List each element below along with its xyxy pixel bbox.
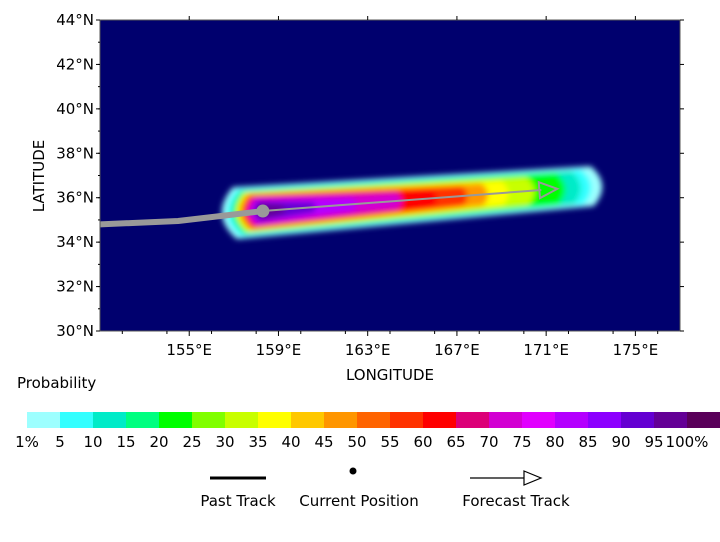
colorbar-label: 45 <box>314 433 333 451</box>
colorbar-label: 100% <box>666 433 709 451</box>
colorbar-label: 10 <box>83 433 102 451</box>
colorbar-label: 60 <box>413 433 432 451</box>
probability-swath <box>221 166 603 240</box>
colorbar-swatch <box>489 412 523 428</box>
lat-tick-label: 40°N <box>56 100 94 118</box>
colorbar-swatch <box>27 412 61 428</box>
colorbar-label: 25 <box>182 433 201 451</box>
colorbar-label: 35 <box>248 433 267 451</box>
colorbar-swatch <box>654 412 688 428</box>
colorbar-swatch <box>687 412 720 428</box>
lon-tick-label: 163°E <box>345 341 391 359</box>
colorbar-label: 85 <box>578 433 597 451</box>
colorbar-label: 1% <box>15 433 39 451</box>
colorbar-label: 70 <box>479 433 498 451</box>
lon-tick-label: 175°E <box>613 341 659 359</box>
forecast-track-key-arrow <box>470 470 543 486</box>
colorbar-label: 5 <box>55 433 65 451</box>
colorbar-label: 15 <box>116 433 135 451</box>
colorbar-label: 80 <box>545 433 564 451</box>
lat-tick-label: 34°N <box>56 233 94 251</box>
colorbar-swatch <box>291 412 325 428</box>
colorbar-label: 75 <box>512 433 531 451</box>
current-position-key-dot <box>349 467 357 475</box>
colorbar-label: 55 <box>380 433 399 451</box>
current-position-label: Current Position <box>299 492 419 510</box>
colorbar-swatch <box>390 412 424 428</box>
storm-tracks <box>100 180 560 228</box>
lat-tick-label: 30°N <box>56 322 94 340</box>
colorbar-swatch <box>324 412 358 428</box>
colorbar-swatch <box>60 412 94 428</box>
past-track-label: Past Track <box>200 492 276 510</box>
colorbar-label: 90 <box>611 433 630 451</box>
colorbar-swatch <box>159 412 193 428</box>
lat-tick-label: 44°N <box>56 11 94 29</box>
lon-tick-label: 155°E <box>166 341 212 359</box>
lat-tick-label: 32°N <box>56 278 94 296</box>
current-position-marker <box>256 204 270 218</box>
lat-tick-label: 38°N <box>56 144 94 162</box>
colorbar-swatch <box>93 412 127 428</box>
colorbar-label: 20 <box>149 433 168 451</box>
colorbar-swatch <box>522 412 556 428</box>
colorbar-swatch <box>588 412 622 428</box>
colorbar-label: 95 <box>644 433 663 451</box>
colorbar-swatch <box>555 412 589 428</box>
colorbar-swatch <box>423 412 457 428</box>
colorbar-label: 40 <box>281 433 300 451</box>
colorbar-swatch <box>456 412 490 428</box>
colorbar-swatch <box>357 412 391 428</box>
legend-title: Probability <box>17 374 96 392</box>
forecast-track-arrowhead <box>537 180 560 200</box>
colorbar-swatch <box>621 412 655 428</box>
past-track-line <box>100 208 264 228</box>
lon-tick-label: 171°E <box>523 341 569 359</box>
y-axis-title: LATITUDE <box>30 140 48 213</box>
x-axis-title: LONGITUDE <box>346 366 434 384</box>
probability-colorbar: 1% 5 10 15 20 25 30 35 40 45 50 55 60 65 70 75 80 85 90 95 1… <box>15 412 720 451</box>
colorbar-label: 65 <box>446 433 465 451</box>
colorbar-swatch <box>258 412 292 428</box>
lat-tick-label: 42°N <box>56 55 94 73</box>
longitude-axis: 155°E 159°E 163°E 167°E 171°E 175°E <box>121 16 659 359</box>
colorbar-label: 30 <box>215 433 234 451</box>
latitude-axis: 44°N 42°N 40°N 38°N 36°N 34°N 32°N 30°N <box>56 11 684 340</box>
forecast-track-line <box>262 189 542 213</box>
colorbar-label: 50 <box>347 433 366 451</box>
colorbar-swatch <box>225 412 259 428</box>
colorbar-swatch <box>192 412 226 428</box>
lat-tick-label: 36°N <box>56 189 94 207</box>
lon-tick-label: 159°E <box>256 341 302 359</box>
forecast-track-label: Forecast Track <box>462 492 570 510</box>
colorbar-swatch <box>126 412 160 428</box>
lon-tick-label: 167°E <box>434 341 480 359</box>
